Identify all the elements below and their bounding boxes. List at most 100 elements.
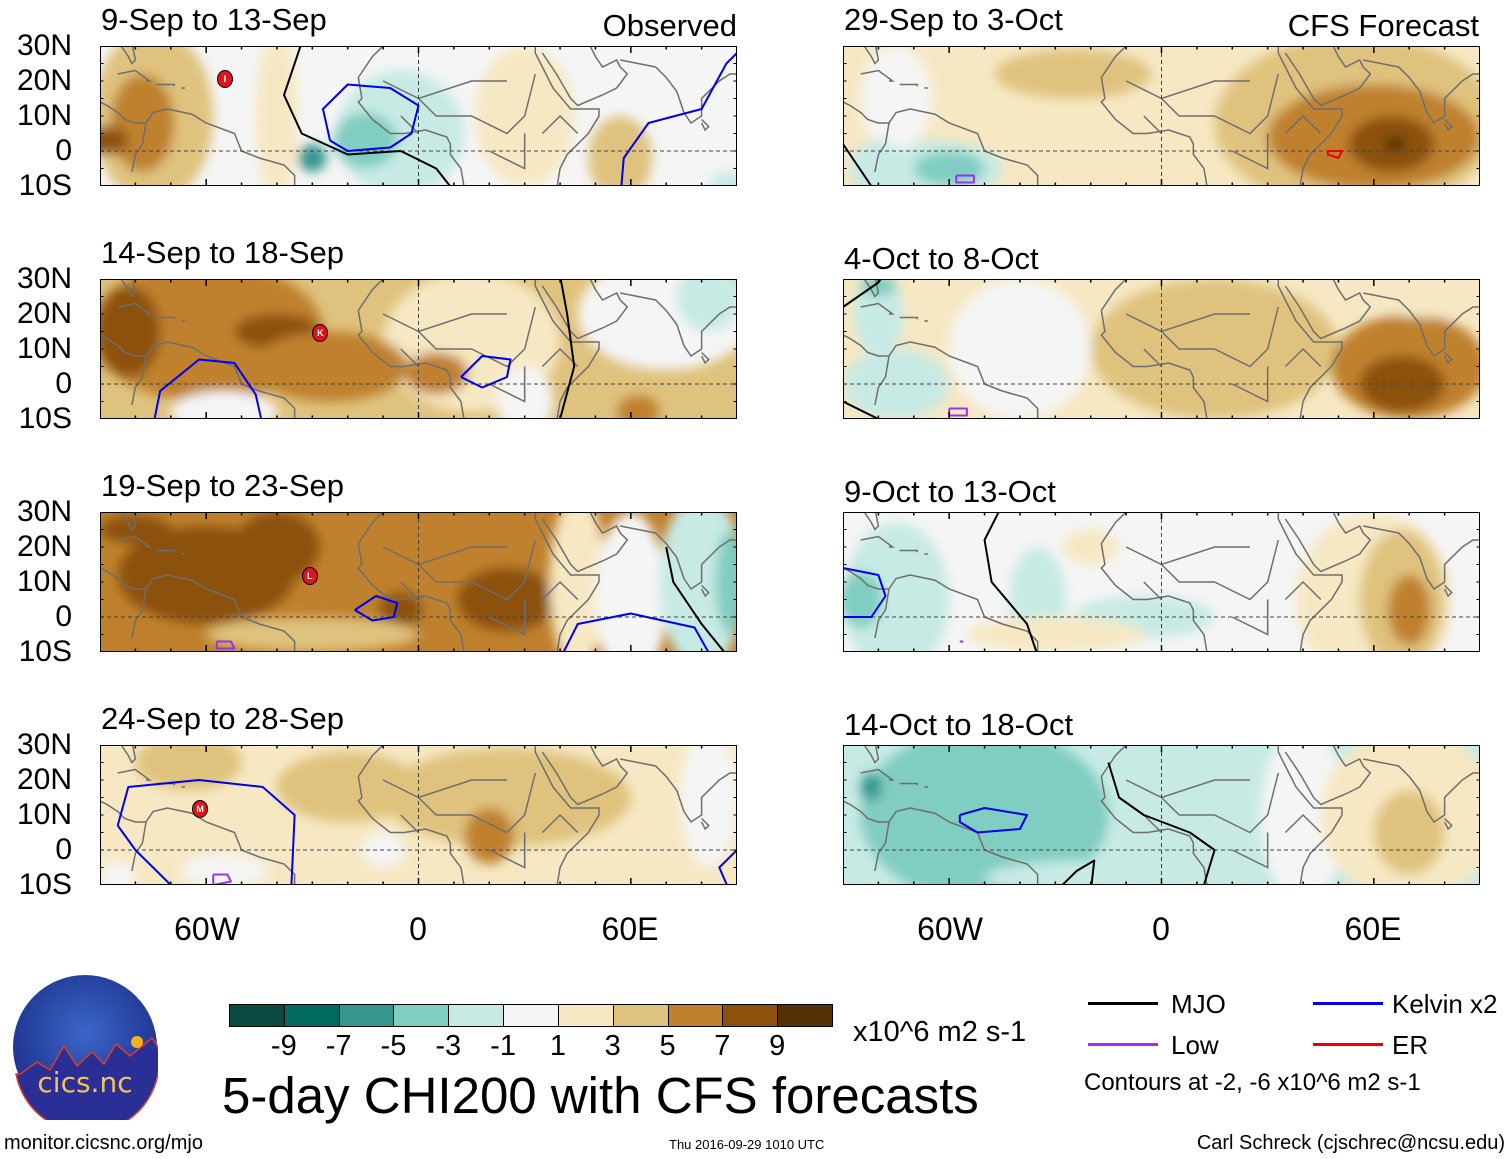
lat-label: 30N (16, 495, 72, 528)
lon-label: 60W (917, 911, 983, 947)
legend-kelvin: Kelvin x2 (1392, 989, 1498, 1019)
map-panel (843, 512, 1480, 652)
coastline (875, 342, 1038, 419)
coastline (843, 279, 889, 356)
tropical-storm-icon: L (301, 567, 318, 585)
low-contour (217, 642, 235, 649)
lat-label: 20N (16, 297, 72, 330)
coastline (1363, 759, 1480, 822)
colorbar-swatch (503, 1004, 559, 1027)
footer-url[interactable]: monitor.cicsnc.org/mjo (4, 1132, 203, 1154)
coastline (1363, 526, 1480, 589)
colorbar-swatch (448, 1004, 505, 1027)
anomaly-region (255, 46, 299, 186)
coastline (1278, 279, 1342, 419)
anomaly-region (680, 745, 737, 868)
kelvin-contour (843, 568, 885, 617)
legend-kelvin-line (1313, 1002, 1383, 1005)
coastline (1278, 46, 1342, 186)
coastline (1232, 833, 1267, 868)
coastline (542, 745, 627, 805)
map-panel (843, 279, 1480, 419)
coastline (1445, 586, 1452, 597)
anomaly-region (843, 349, 950, 419)
colorbar-label: 1 (549, 1030, 566, 1062)
coastline (1232, 600, 1267, 635)
colorbar-swatch (338, 1004, 395, 1027)
panel-title: 9-Sep to 13-Sep (101, 2, 327, 37)
chi200-map (843, 279, 1480, 419)
colorbar-swatch (612, 1004, 669, 1027)
coastline (157, 85, 175, 87)
coastline (1126, 780, 1250, 798)
mjo-contour (666, 547, 730, 652)
chi200-map (100, 745, 737, 885)
kelvin-contour (118, 780, 295, 885)
kelvin-contour (153, 360, 263, 420)
anomaly-region (464, 808, 515, 864)
coastline (542, 349, 577, 367)
lat-label: 0 (55, 600, 72, 633)
mjo-contour (985, 512, 1038, 652)
lon-label: 60E (601, 911, 659, 947)
tropical-storm-icon: K (312, 323, 329, 342)
lat-label: 10N (16, 798, 72, 831)
lat-label: 10S (18, 402, 72, 435)
coastline (157, 318, 175, 320)
tropical-storm-icon: M (192, 800, 209, 818)
anomaly-region (860, 773, 882, 801)
map-panel: I (100, 46, 737, 186)
coastline (419, 773, 536, 833)
tropical-storm-icon: I (216, 69, 233, 88)
coastline (1278, 745, 1342, 885)
lat-label: 30N (16, 728, 72, 761)
map-panel: M (100, 745, 737, 885)
lon-label: 60E (1344, 911, 1402, 947)
coastline (1285, 116, 1320, 134)
coastline (132, 575, 295, 652)
colorbar-swatch (283, 1004, 340, 1027)
anomaly-region (676, 279, 737, 332)
lat-label: 10N (16, 565, 72, 598)
coastline (542, 116, 577, 134)
kelvin-contour (118, 826, 178, 886)
coastline (1363, 293, 1480, 356)
kelvin-contour (355, 596, 397, 621)
mjo-contour (1055, 861, 1094, 886)
map-panel: K (100, 279, 737, 419)
chi200-map (843, 512, 1480, 652)
coastline (900, 551, 918, 553)
lat-label: 10S (18, 635, 72, 668)
coastline (1162, 773, 1279, 833)
anomaly-region (383, 748, 631, 847)
mjo-contour (284, 46, 461, 186)
coastline (1445, 819, 1452, 830)
coastline (900, 85, 918, 87)
coastline (1162, 540, 1279, 600)
map-panel (843, 745, 1480, 885)
chi200-map (100, 512, 737, 652)
anomaly-region (860, 279, 897, 297)
coastline (489, 833, 524, 868)
coastline (1285, 349, 1320, 367)
colorbar-label: -5 (380, 1030, 407, 1062)
colorbar-label: 9 (769, 1030, 786, 1062)
coastline (535, 512, 599, 652)
lat-label: 30N (16, 262, 72, 295)
coastline (1232, 134, 1267, 169)
anomaly-region (949, 279, 1091, 419)
anomaly-region (1359, 356, 1445, 412)
coastline (118, 770, 150, 781)
coastline (1144, 582, 1162, 600)
footer-timestamp: Thu 2016-09-29 1010 UTC (669, 1137, 825, 1152)
anomaly-region (206, 617, 419, 652)
anomaly-region (843, 571, 882, 628)
anomaly-region (1384, 137, 1406, 151)
kelvin-contour (719, 850, 737, 885)
coastline (118, 71, 150, 82)
chi200-map (843, 745, 1480, 885)
coastline (1144, 116, 1162, 134)
colorbar-label: -9 (270, 1030, 297, 1062)
coastline (861, 770, 893, 781)
